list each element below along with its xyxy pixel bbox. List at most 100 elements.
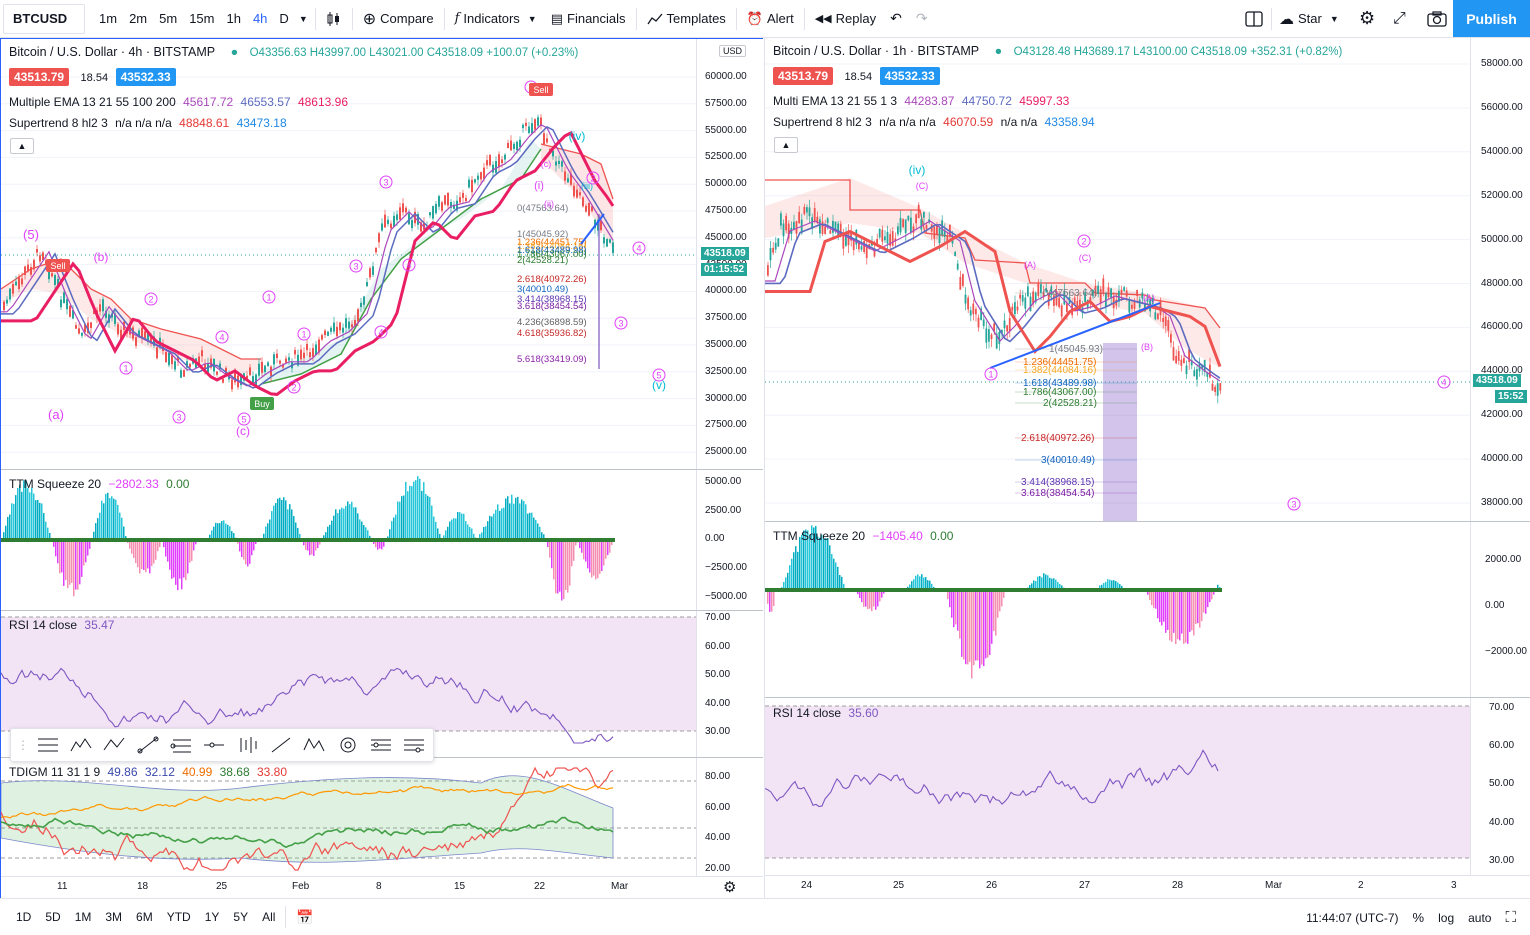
squeeze-bar: [993, 590, 995, 631]
tf-5m[interactable]: 5m: [159, 11, 178, 26]
candle-body: [537, 117, 539, 126]
tool-line[interactable]: [266, 731, 295, 759]
pane-divider[interactable]: [1, 469, 763, 470]
tool-fib-extension[interactable]: [166, 731, 195, 759]
squeeze-bar: [923, 577, 925, 590]
left-ttm-legend[interactable]: TTM Squeeze 20 −2802.33 0.00: [9, 477, 193, 491]
compare-button[interactable]: ⊕ Compare: [356, 0, 441, 38]
tool-bars-pattern[interactable]: [233, 731, 262, 759]
right-ask-badge[interactable]: 43532.33: [879, 67, 940, 85]
tool-elliott-impulse[interactable]: [66, 731, 95, 759]
snapshot-button[interactable]: [1420, 0, 1454, 38]
range-1m[interactable]: 1M: [74, 910, 92, 924]
publish-button[interactable]: Publish: [1453, 0, 1530, 37]
indicators-button[interactable]: f Indicators ▼: [448, 0, 544, 38]
tool-settings-lines[interactable]: [400, 731, 429, 759]
range-5d[interactable]: 5D: [45, 910, 61, 924]
left-chart[interactable]: 0(47563.64) 1(45045.92) 1.236(44451.75) 1.3…: [0, 38, 763, 898]
pane-divider[interactable]: [1, 610, 763, 611]
maximize-button[interactable]: ⛶: [1505, 909, 1516, 926]
star-button[interactable]: ☁ Star ▼: [1272, 0, 1346, 38]
left-time-axis[interactable]: 11 18 25 Feb 8 15 22 Mar ⚙: [1, 876, 763, 898]
tool-fib-spiral[interactable]: [333, 731, 362, 759]
log-toggle[interactable]: log: [1438, 910, 1455, 925]
candle-body: [834, 221, 837, 230]
tool-object-tree[interactable]: [366, 731, 395, 759]
tool-xabcd[interactable]: [300, 731, 329, 759]
tool-horizontal-ray[interactable]: [200, 731, 229, 759]
range-1d[interactable]: 1D: [16, 910, 32, 924]
left-ask-badge[interactable]: 43532.33: [115, 68, 176, 86]
timeframe-dropdown[interactable]: ▼: [295, 0, 312, 38]
right-time-axis[interactable]: 24 25 26 27 28 Mar 2 3: [765, 875, 1530, 897]
range-all[interactable]: All: [262, 910, 276, 924]
squeeze-bar: [359, 519, 361, 540]
candle-body: [889, 234, 891, 246]
templates-button[interactable]: Templates: [640, 0, 733, 38]
price-tick: 58000.00: [1481, 58, 1523, 69]
tf-15m[interactable]: 15m: [189, 11, 215, 26]
alert-button[interactable]: ⏰ Alert: [740, 0, 801, 38]
range-1y[interactable]: 1Y: [204, 910, 220, 924]
range-5y[interactable]: 5Y: [233, 910, 249, 924]
symbol-search[interactable]: BTCUSD: [3, 3, 85, 34]
left-tdigm-legend[interactable]: TDIGM 11 31 1 9 49.86 32.12 40.99 38.68 …: [9, 765, 291, 779]
left-tdigm-pane[interactable]: [1, 758, 696, 876]
replay-button[interactable]: ◀◀ Replay: [808, 0, 883, 38]
goto-date-button[interactable]: 📅: [289, 909, 320, 926]
right-chart[interactable]: 0(47563.64) 1(45045.93) 1.236(44451.75) 1.3…: [764, 38, 1530, 898]
clock[interactable]: 11:44:07 (UTC-7): [1306, 910, 1399, 925]
squeeze-bar: [1109, 579, 1111, 590]
right-ttm-pane[interactable]: [765, 522, 1470, 697]
financials-button[interactable]: ▤ Financials: [544, 0, 633, 38]
squeeze-bar: [1119, 584, 1121, 590]
right-ttm-legend[interactable]: TTM Squeeze 20 −1405.40 0.00: [773, 529, 957, 543]
right-price-pane[interactable]: 0(47563.64) 1(45045.93) 1.236(44451.75) 1.3…: [765, 38, 1470, 521]
right-supertrend-legend[interactable]: Supertrend 8 hl2 3 n/a n/a n/a 46070.59 …: [773, 115, 1099, 129]
tf-4h[interactable]: 4h: [252, 11, 268, 26]
candle-body: [102, 299, 104, 312]
tool-fib-retracement[interactable]: [33, 731, 62, 759]
range-3m[interactable]: 3M: [105, 910, 123, 924]
left-rsi-pane[interactable]: [1, 611, 696, 757]
right-ema-legend[interactable]: Multi EMA 13 21 55 1 3 44283.87 44750.72…: [773, 94, 1073, 108]
tf-d[interactable]: D: [279, 11, 289, 26]
fullscreen-button[interactable]: ⤢: [1386, 0, 1413, 38]
price-tick: 54000.00: [1481, 145, 1523, 157]
range-6m[interactable]: 6M: [136, 910, 153, 924]
candle-body: [1045, 288, 1047, 292]
left-supertrend-legend[interactable]: Supertrend 8 hl2 3 n/a n/a n/a 48848.61 …: [9, 116, 291, 130]
tf-1m[interactable]: 1m: [99, 11, 118, 26]
tool-trend-line[interactable]: [133, 731, 162, 759]
gear-icon[interactable]: ⚙: [723, 879, 737, 896]
range-ytd[interactable]: YTD: [166, 910, 191, 924]
squeeze-bar: [135, 540, 137, 564]
squeeze-bar: [1201, 590, 1203, 622]
undo-button[interactable]: ↶: [883, 0, 909, 38]
pane-divider[interactable]: [765, 521, 1530, 522]
left-rsi-legend[interactable]: RSI 14 close 35.47: [9, 618, 118, 632]
tf-2m[interactable]: 2m: [129, 11, 148, 26]
pane-divider[interactable]: [765, 697, 1530, 698]
auto-toggle[interactable]: auto: [1468, 910, 1492, 925]
percent-toggle[interactable]: %: [1412, 910, 1425, 925]
left-ema-legend[interactable]: Multiple EMA 13 21 55 100 200 45617.72 4…: [9, 95, 352, 109]
left-ttm-pane[interactable]: [1, 470, 696, 610]
right-collapse-legend-button[interactable]: ▲: [774, 137, 798, 153]
redo-button[interactable]: ↷: [909, 0, 935, 38]
right-rsi-legend[interactable]: RSI 14 close 35.60: [773, 706, 882, 720]
right-bid-badge[interactable]: 43513.79: [773, 67, 834, 85]
left-bid-badge[interactable]: 43513.79: [9, 68, 70, 86]
settings-button[interactable]: ⚙: [1352, 0, 1382, 38]
drag-handle-icon[interactable]: ⋮: [17, 738, 29, 752]
tf-1h[interactable]: 1h: [226, 11, 241, 26]
left-price-axis[interactable]: USD 60000.00 57500.00 55000.00 52500.00 5000…: [696, 39, 763, 876]
right-price-axis[interactable]: 58000.00 56000.00 54000.00 52000.00 50000.00…: [1470, 38, 1530, 875]
tool-elliott-correction[interactable]: [100, 731, 129, 759]
right-rsi-pane[interactable]: [765, 698, 1470, 875]
left-price-pane[interactable]: 0(47563.64) 1(45045.92) 1.236(44451.75) 1.3…: [1, 39, 696, 469]
layout-button[interactable]: [1238, 0, 1270, 38]
squeeze-bar: [423, 482, 425, 540]
left-collapse-legend-button[interactable]: ▲: [10, 138, 34, 154]
chart-type-button[interactable]: [319, 0, 349, 38]
